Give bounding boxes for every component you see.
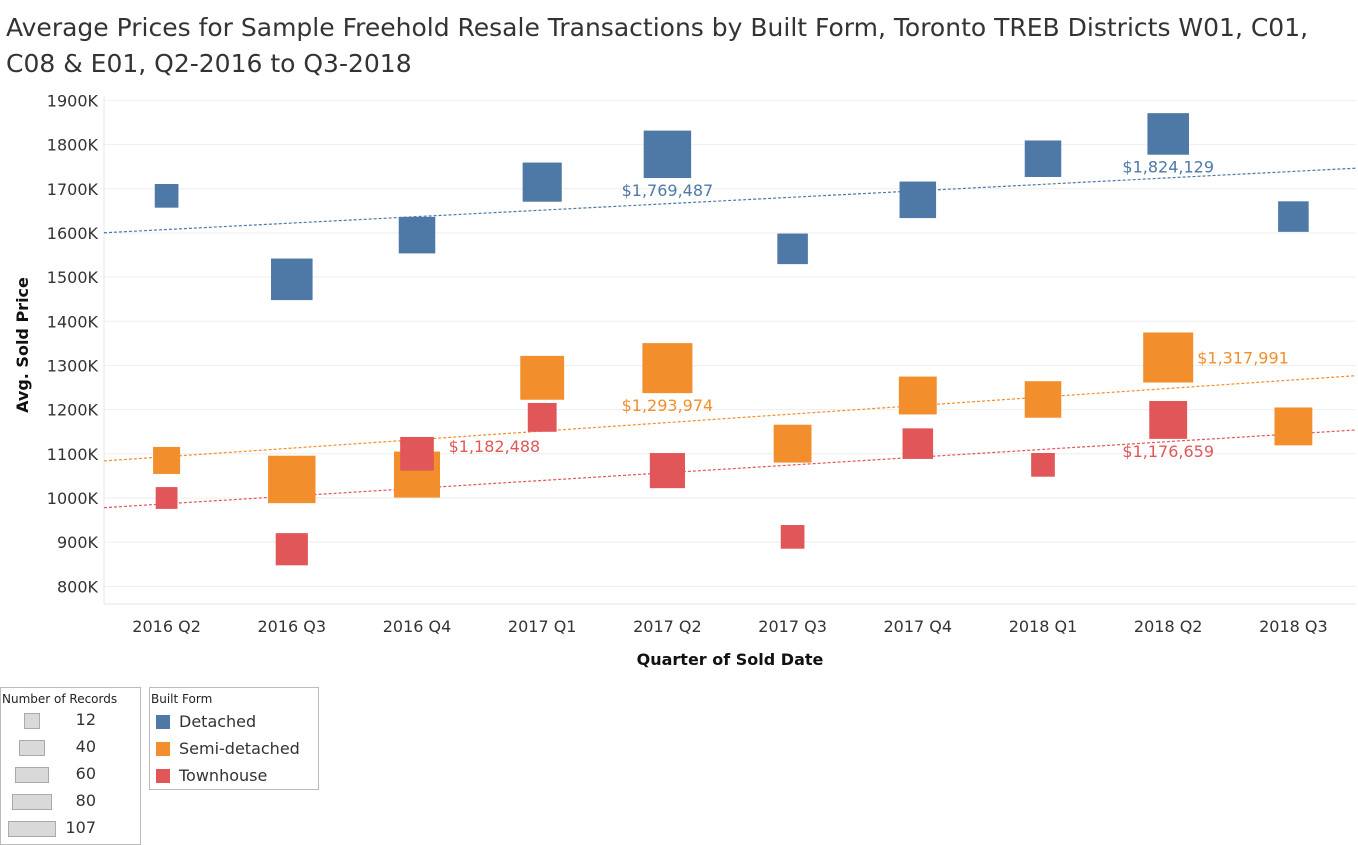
size-legend-label: 40 [75, 737, 96, 756]
y-tick-label: 800K [57, 577, 99, 596]
trend-line [103, 375, 1357, 462]
data-mark [649, 453, 685, 489]
size-legend-swatch [24, 713, 40, 729]
data-label: $1,293,974 [622, 396, 714, 415]
data-mark [780, 525, 805, 549]
color-legend: Built Form Detached Semi-detached Townhous… [149, 687, 319, 790]
color-legend-swatch [156, 715, 170, 729]
size-legend-label: 12 [75, 710, 96, 729]
data-mark [899, 181, 937, 219]
data-mark [773, 424, 812, 463]
size-legend-label: 60 [75, 764, 96, 783]
x-tick-label: 2017 Q1 [508, 617, 577, 636]
data-mark [1278, 201, 1309, 232]
y-tick-label: 1000K [47, 489, 99, 508]
data-mark [400, 436, 434, 471]
data-mark [268, 455, 316, 504]
data-mark [155, 487, 178, 509]
data-marks [153, 113, 1313, 566]
trend-lines [103, 167, 1357, 509]
data-mark [520, 355, 565, 400]
trend-line [103, 167, 1357, 234]
data-mark [1031, 453, 1055, 477]
data-mark [1147, 113, 1189, 155]
data-mark [777, 233, 808, 265]
x-tick-label: 2016 Q4 [383, 617, 452, 636]
size-legend-swatch [15, 767, 49, 783]
color-legend-label: Townhouse [179, 766, 268, 785]
data-mark [275, 533, 308, 566]
x-tick-label: 2017 Q2 [633, 617, 702, 636]
x-tick-label: 2018 Q1 [1009, 617, 1078, 636]
y-tick-label: 1600K [47, 224, 99, 243]
y-tick-label: 900K [57, 533, 99, 552]
data-mark [154, 183, 179, 208]
scatter-chart: 800K 900K 1000K 1100K 1200K 1300K 1400K 1500K 16… [13, 91, 1357, 669]
data-label: $1,182,488 [449, 437, 541, 456]
size-legend-label: 80 [75, 791, 96, 810]
grid-lines [103, 96, 1356, 605]
x-tick-label: 2018 Q2 [1134, 617, 1203, 636]
x-tick-label: 2018 Q3 [1259, 617, 1328, 636]
y-tick-label: 1400K [47, 312, 99, 331]
y-axis-ticks: 800K 900K 1000K 1100K 1200K 1300K 1400K 1500K 16… [47, 91, 99, 596]
x-tick-label: 2016 Q2 [132, 617, 201, 636]
data-label: $1,176,659 [1122, 442, 1214, 461]
size-legend-swatch [8, 821, 56, 837]
data-mark [271, 258, 313, 301]
y-tick-label: 1100K [47, 445, 99, 464]
y-axis-title: Avg. Sold Price [13, 277, 32, 413]
x-axis-title: Quarter of Sold Date [637, 650, 824, 669]
data-mark [898, 376, 937, 415]
y-tick-label: 1300K [47, 356, 99, 375]
data-mark [1274, 407, 1313, 446]
size-legend: Number of Records 12 40 60 80 107 [0, 687, 141, 845]
data-label: $1,769,487 [622, 181, 714, 200]
y-tick-label: 1200K [47, 401, 99, 420]
trend-line [103, 429, 1357, 509]
data-mark [398, 216, 436, 254]
data-mark [527, 402, 557, 432]
size-legend-title: Number of Records [2, 692, 118, 706]
data-label: $1,824,129 [1122, 158, 1214, 177]
data-mark [522, 162, 562, 202]
y-tick-label: 1900K [47, 91, 99, 110]
x-tick-label: 2017 Q3 [758, 617, 827, 636]
data-mark [642, 343, 693, 394]
data-mark [1143, 332, 1194, 383]
data-mark [1024, 381, 1062, 418]
color-legend-label: Detached [179, 712, 257, 731]
y-tick-label: 1500K [47, 268, 99, 287]
y-tick-label: 1800K [47, 136, 99, 155]
data-labels: $1,769,487 $1,824,129 $1,293,974 $1,317,991… [449, 158, 1289, 461]
data-mark [153, 446, 181, 474]
size-legend-swatch [12, 794, 52, 810]
color-legend-swatch [156, 769, 170, 783]
color-legend-title: Built Form [151, 692, 213, 706]
data-mark [643, 130, 692, 179]
size-legend-label: 107 [65, 818, 96, 837]
size-legend-swatch [19, 740, 45, 756]
data-label: $1,317,991 [1197, 349, 1289, 368]
y-tick-label: 1700K [47, 180, 99, 199]
data-mark [1024, 140, 1062, 177]
data-mark [902, 428, 934, 459]
chart-title: Average Prices for Sample Freehold Resal… [6, 13, 1309, 78]
x-axis-ticks: 2016 Q2 2016 Q3 2016 Q4 2017 Q1 2017 Q2 2017 … [132, 617, 1327, 636]
x-tick-label: 2016 Q3 [258, 617, 327, 636]
x-tick-label: 2017 Q4 [884, 617, 953, 636]
data-mark [1149, 401, 1188, 439]
color-legend-label: Semi-detached [179, 739, 300, 758]
color-legend-swatch [156, 742, 170, 756]
